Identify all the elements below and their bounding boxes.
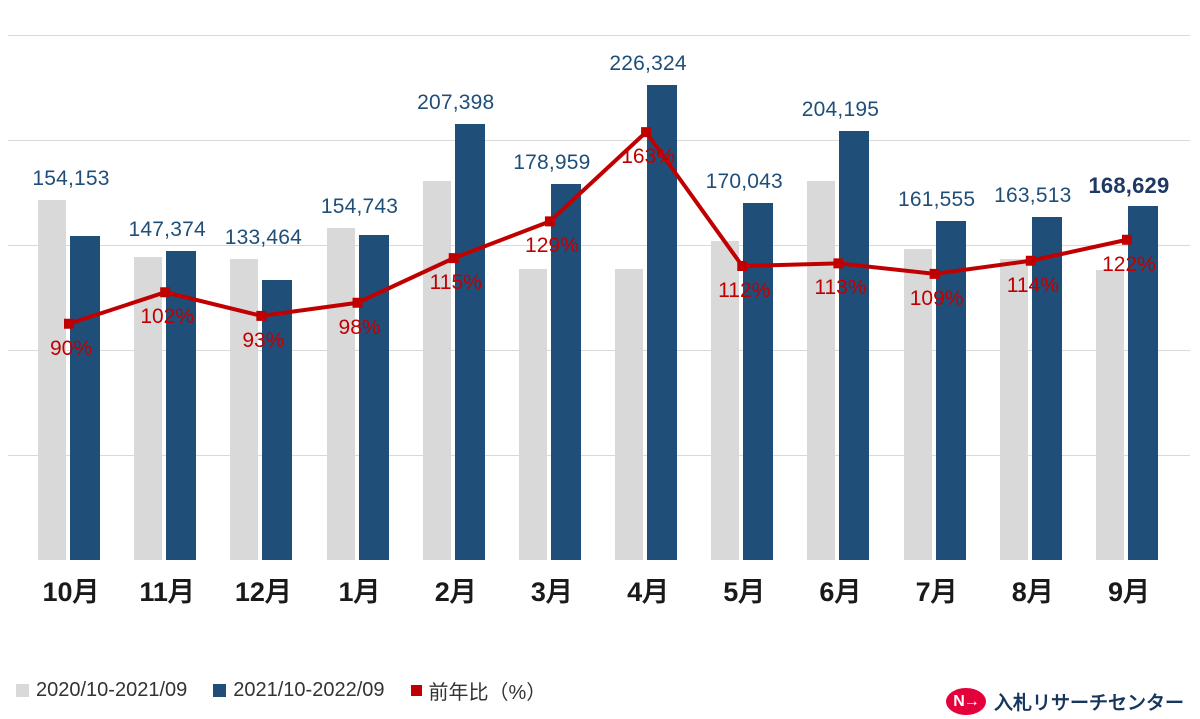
gridline — [8, 140, 1190, 141]
x-axis-label: 8月 — [1011, 577, 1054, 607]
gridline — [8, 455, 1190, 456]
bar-value-label: 133,464 — [224, 225, 303, 249]
x-axis-label: 1月 — [338, 577, 381, 607]
bar-current-year — [743, 202, 774, 560]
line-value-label: 90% — [49, 336, 93, 360]
legend: 2020/10-2021/09 2021/10-2022/09 前年比（%） — [16, 676, 546, 705]
legend-item-prev-year: 2020/10-2021/09 — [16, 679, 187, 702]
brand-name: 入札リサーチセンター — [993, 693, 1184, 714]
logo-n-arrow-icon: N → — [945, 688, 986, 715]
line-value-label: 129% — [525, 234, 579, 258]
bar-value-label: 226,324 — [609, 51, 687, 75]
line-value-label: 112% — [718, 279, 771, 302]
bar-current-year — [454, 124, 485, 560]
bar-current-year — [1031, 216, 1062, 560]
bar-current-year — [262, 279, 293, 560]
x-axis-label: 10月 — [42, 577, 100, 607]
x-axis-label: 2月 — [434, 577, 477, 607]
legend-swatch-prev-year-icon — [16, 684, 29, 697]
line-value-label: 102% — [140, 305, 195, 329]
bar-prev-year — [38, 200, 66, 560]
x-axis-label: 12月 — [234, 577, 292, 607]
line-value-label: 163% — [621, 145, 675, 169]
line-value-label: 93% — [242, 328, 285, 352]
bar-prev-year — [230, 258, 259, 560]
bar-value-label: 204,195 — [801, 98, 880, 122]
bar-prev-year — [1095, 269, 1124, 560]
legend-label-current-year: 2021/10-2022/09 — [233, 679, 385, 701]
x-axis-label: 4月 — [627, 577, 670, 607]
bar-prev-year — [999, 258, 1028, 560]
legend-label-prev-year: 2020/10-2021/09 — [36, 679, 188, 701]
legend-swatch-yoy-icon — [410, 685, 422, 696]
gridline — [8, 350, 1190, 351]
x-axis-label: 9月 — [1107, 577, 1150, 607]
line-value-label: 115% — [429, 271, 482, 295]
bar-prev-year — [518, 268, 547, 560]
x-axis-label: 11月 — [139, 577, 195, 607]
x-axis-label: 6月 — [819, 577, 862, 607]
bar-prev-year — [134, 256, 163, 560]
bar-current-year — [1127, 205, 1158, 560]
brand-logo: N → 入札リサーチセンター — [945, 688, 1184, 715]
line-value-label: 109% — [909, 286, 964, 310]
bar-value-label: 207,398 — [417, 91, 495, 115]
bar-current-year — [70, 236, 100, 560]
bar-value-label: 168,629 — [1088, 172, 1170, 198]
legend-label-yoy: 前年比（%） — [428, 682, 547, 704]
bar-value-label: 154,153 — [32, 167, 110, 191]
legend-item-current-year: 2021/10-2022/09 — [213, 679, 385, 702]
line-value-label: 113% — [814, 276, 867, 300]
gridline — [8, 35, 1190, 36]
x-axis-label: 7月 — [915, 577, 958, 607]
line-value-label: 114% — [1006, 273, 1059, 297]
bar-current-year — [839, 131, 870, 560]
bar-prev-year — [326, 228, 355, 560]
bar-prev-year — [422, 181, 451, 560]
bar-current-year — [358, 235, 389, 560]
line-value-label: 98% — [338, 315, 381, 339]
bar-value-label: 170,043 — [705, 169, 783, 193]
bar-current-year — [166, 250, 197, 560]
x-axis-label: 3月 — [530, 577, 573, 607]
line-value-label: 122% — [1102, 252, 1156, 276]
bar-value-label: 154,743 — [320, 195, 399, 219]
bar-prev-year — [807, 180, 836, 560]
legend-item-yoy: 前年比（%） — [410, 676, 547, 705]
legend-swatch-current-year-icon — [213, 684, 227, 697]
bar-current-year — [935, 220, 966, 560]
x-axis-label: 5月 — [723, 577, 766, 607]
bar-prev-year — [615, 268, 644, 560]
